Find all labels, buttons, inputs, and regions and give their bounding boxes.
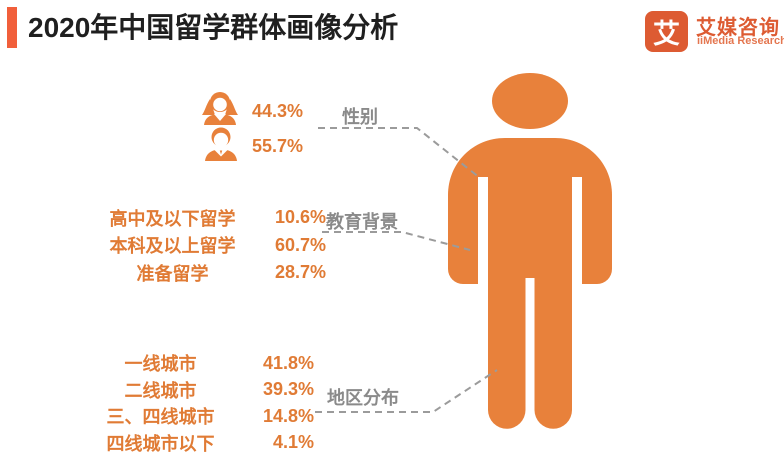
logo-name-en: iiMedia Research: [697, 35, 784, 47]
row-label: 准备留学: [136, 263, 209, 284]
row-value: 4.1%: [272, 432, 314, 453]
row-value: 28.7%: [274, 262, 326, 283]
person-head: [492, 73, 568, 129]
row-value: 10.6%: [274, 207, 326, 228]
row-value: 41.8%: [262, 352, 314, 373]
row-label: 一线城市: [124, 354, 197, 375]
female-icon: [201, 91, 239, 126]
gender-label: 性别: [342, 107, 378, 127]
iimedia-logo-icon: 艾: [645, 11, 688, 52]
stat-row-region-2: 二线城市 39.3%: [83, 377, 326, 404]
row-value: 60.7%: [274, 234, 326, 255]
stat-row-education-2: 本科及以上留学 60.7%: [95, 232, 327, 260]
male-percentage: 55.7%: [252, 136, 304, 156]
male-icon: [203, 127, 239, 162]
row-value: 39.3%: [262, 379, 314, 400]
row-label: 二线城市: [124, 380, 197, 401]
stat-row-region-3: 三、四线城市 14.8%: [83, 403, 326, 430]
page-title: 2020年中国留学群体画像分析: [28, 12, 399, 43]
stat-row-region-4: 四线城市以下 4.1%: [83, 430, 326, 457]
education-label: 教育背景: [326, 212, 398, 232]
person-silhouette: [448, 73, 612, 430]
person-silhouette-svg: [448, 73, 612, 430]
person-left-leg: [488, 253, 526, 429]
region-label: 地区分布: [327, 388, 399, 408]
female-percentage: 44.3%: [252, 101, 304, 121]
row-label: 高中及以下留学: [109, 208, 236, 229]
logo-glyph: 艾: [653, 19, 680, 49]
title-accent-bar: [7, 7, 17, 48]
logo-name-cn: 艾媒咨询: [696, 17, 780, 39]
stat-row-education-3: 准备留学 28.7%: [95, 259, 327, 287]
person-right-arm-gap: [572, 177, 582, 295]
row-label: 四线城市以下: [106, 433, 215, 454]
row-value: 14.8%: [262, 405, 314, 426]
person-left-arm-gap: [478, 177, 488, 295]
person-right-leg: [534, 253, 572, 429]
person-leg-gap: [525, 278, 535, 430]
stat-row-education-1: 高中及以下留学 10.6%: [95, 204, 327, 232]
region-section: 一线城市 41.8% 二线城市 39.3% 三、四线城市 14.8% 四线城市以…: [83, 350, 326, 456]
education-section: 高中及以下留学 10.6% 本科及以上留学 60.7% 准备留学 28.7%: [95, 204, 327, 287]
row-label: 本科及以上留学: [109, 236, 236, 257]
stat-row-region-1: 一线城市 41.8%: [83, 350, 326, 377]
row-label: 三、四线城市: [106, 407, 215, 428]
